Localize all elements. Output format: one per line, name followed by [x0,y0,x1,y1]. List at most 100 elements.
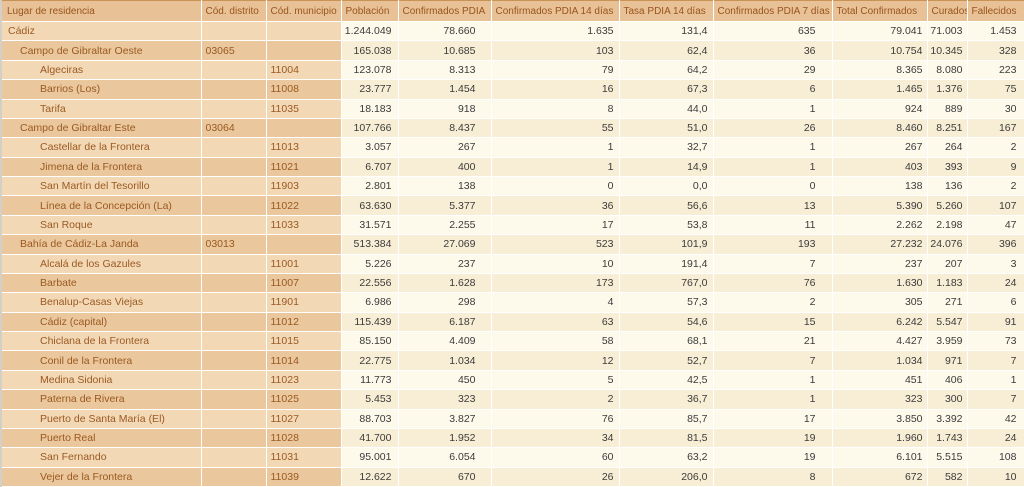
cell-lugar-de-residencia: Conil de la Frontera [1,350,202,371]
cell-confirmados-pdia-7-dias: 26 [713,118,833,139]
cell-cod-distrito [201,370,267,391]
cell-confirmados-pdia-14-dias: 1.635 [491,21,620,42]
cell-confirmados-pdia-7-dias: 76 [713,273,833,294]
cell-fallecidos: 2 [967,176,1024,197]
cell-lugar-de-residencia: Jimena de la Frontera [1,157,202,178]
cell-confirmados-pdia: 267 [398,137,492,158]
table-row: San Fernando 11031 95.001 6.054 60 63,2 19 6.10… [1,447,1024,468]
cell-poblacion: 2.801 [341,176,399,197]
cell-tasa-pdia-14-dias: 44,0 [619,99,714,119]
cell-curados: 5.260 [927,195,968,216]
cell-confirmados-pdia-14-dias: 55 [491,118,620,139]
cell-fallecidos: 1.453 [967,21,1024,42]
cell-lugar-de-residencia: Castellar de la Frontera [1,137,202,158]
cell-confirmados-pdia-7-dias: 635 [713,21,833,42]
cell-poblacion: 6.986 [341,292,399,313]
cell-confirmados-pdia-14-dias: 36 [491,195,620,216]
cell-total-confirmados: 305 [832,292,928,313]
cell-confirmados-pdia-7-dias: 1 [713,389,833,410]
table-row: Conil de la Frontera 11014 22.775 1.034 12 52… [1,350,1024,371]
cell-cod-distrito: 03064 [201,118,267,139]
cell-curados: 71.003 [927,21,968,42]
cell-confirmados-pdia-7-dias: 1 [713,137,833,158]
cell-cod-municipio: 11033 [266,215,342,236]
cell-curados: 1.183 [927,273,968,294]
cell-tasa-pdia-14-dias: 57,3 [619,292,714,313]
cell-cod-municipio: 11022 [266,195,342,216]
cell-confirmados-pdia: 6.187 [398,312,492,333]
cell-curados: 406 [927,370,968,391]
cell-total-confirmados: 323 [832,389,928,410]
cell-confirmados-pdia-7-dias: 6 [713,79,833,100]
cell-poblacion: 5.453 [341,389,399,410]
cell-confirmados-pdia: 3.827 [398,409,492,429]
cell-confirmados-pdia-14-dias: 34 [491,428,620,449]
cell-confirmados-pdia-14-dias: 0 [491,176,620,197]
column-header-curados: Curados [927,0,968,22]
cell-curados: 5.547 [927,312,968,333]
cell-curados: 3.392 [927,409,968,429]
cell-lugar-de-residencia: San Martín del Tesorillo [1,176,202,197]
cell-cod-distrito [201,428,267,449]
cell-lugar-de-residencia: Chiclana de la Frontera [1,331,202,352]
cell-curados: 1.376 [927,79,968,100]
cell-total-confirmados: 27.232 [832,234,928,255]
cell-confirmados-pdia: 1.628 [398,273,492,294]
cell-cod-municipio: 11035 [266,99,342,119]
cell-cod-municipio: 11007 [266,273,342,294]
column-header-confirmados-pdia-14-dias: Confirmados PDIA 14 días [491,0,620,22]
cell-confirmados-pdia: 237 [398,254,492,274]
cell-total-confirmados: 6.101 [832,447,928,468]
cell-confirmados-pdia-7-dias: 2 [713,292,833,313]
cell-curados: 889 [927,99,968,119]
cell-cod-municipio: 11027 [266,409,342,429]
table-header: Lugar de residencia Cód. distrito Cód. m… [1,0,1024,22]
cell-cod-municipio [266,234,342,255]
cell-cod-municipio: 11903 [266,176,342,197]
table-row: Campo de Gibraltar Este 03064 107.766 8.437… [1,118,1024,139]
cell-confirmados-pdia-7-dias: 19 [713,428,833,449]
column-header-tasa-pdia-14-dias: Tasa PDIA 14 días [619,0,714,22]
cell-confirmados-pdia: 78.660 [398,21,492,42]
cell-cod-distrito: 03013 [201,234,267,255]
table-row: Vejer de la Frontera 11039 12.622 670 26 206,… [1,467,1024,487]
cell-tasa-pdia-14-dias: 32,7 [619,137,714,158]
cell-cod-distrito [201,292,267,313]
cell-total-confirmados: 79.041 [832,21,928,42]
column-header-confirmados-pdia: Confirmados PDIA [398,0,492,22]
cell-total-confirmados: 5.390 [832,195,928,216]
cell-cod-distrito [201,254,267,274]
cell-cod-municipio: 11013 [266,137,342,158]
table-row: San Martín del Tesorillo 11903 2.801 138 0 0,… [1,176,1024,197]
cell-poblacion: 85.150 [341,331,399,352]
cell-confirmados-pdia: 1.454 [398,79,492,100]
table-row: Alcalá de los Gazules 11001 5.226 237 10 191,… [1,254,1024,274]
cell-total-confirmados: 267 [832,137,928,158]
cell-fallecidos: 9 [967,157,1024,178]
cell-poblacion: 88.703 [341,409,399,429]
cell-total-confirmados: 1.630 [832,273,928,294]
cell-fallecidos: 7 [967,389,1024,410]
cell-curados: 582 [927,467,968,487]
cell-tasa-pdia-14-dias: 42,5 [619,370,714,391]
cell-fallecidos: 1 [967,370,1024,391]
cell-cod-distrito [201,389,267,410]
column-header-lugar-de-residencia: Lugar de residencia [1,0,202,22]
cell-cod-municipio: 11025 [266,389,342,410]
cell-confirmados-pdia: 918 [398,99,492,119]
cell-cod-distrito [201,99,267,119]
cell-tasa-pdia-14-dias: 56,6 [619,195,714,216]
cell-curados: 136 [927,176,968,197]
cell-lugar-de-residencia: San Roque [1,215,202,236]
table-row: Tarifa 11035 18.183 918 8 44,0 1 924 889 30 [1,99,1024,119]
table-row: Puerto de Santa María (El) 11027 88.703 3.8… [1,409,1024,429]
cell-lugar-de-residencia: Benalup-Casas Viejas [1,292,202,313]
cell-confirmados-pdia: 27.069 [398,234,492,255]
cell-poblacion: 1.244.049 [341,21,399,42]
cell-lugar-de-residencia: Puerto de Santa María (El) [1,409,202,429]
table-row: San Roque 11033 31.571 2.255 17 53,8 11 2.262 2.… [1,215,1024,236]
cell-lugar-de-residencia: San Fernando [1,447,202,468]
cell-confirmados-pdia-14-dias: 12 [491,350,620,371]
column-header-poblacion: Población [341,0,399,22]
cell-confirmados-pdia-14-dias: 17 [491,215,620,236]
